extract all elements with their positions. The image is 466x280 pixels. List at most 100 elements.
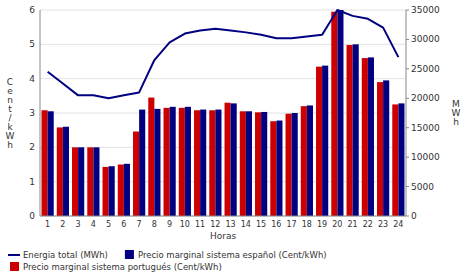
x-axis-label: Horas: [210, 231, 236, 241]
y2-tick-label: 35000: [411, 5, 440, 15]
bar: [292, 113, 298, 216]
bar: [209, 110, 215, 216]
bar: [331, 12, 337, 216]
chart: 0123456050001000015000200002500030000350…: [0, 0, 466, 280]
bar: [185, 107, 191, 216]
bar: [377, 82, 383, 216]
line: [48, 10, 399, 98]
bar: [276, 121, 282, 216]
bar: [307, 105, 313, 216]
y-tick-label: 6: [29, 5, 35, 15]
x-tick-label: 19: [317, 220, 327, 229]
x-tick-label: 24: [393, 220, 403, 229]
legend-swatch: [125, 250, 134, 259]
x-tick-label: 12: [210, 220, 220, 229]
y2-axis-label: MWh: [452, 99, 461, 127]
bar: [179, 108, 185, 216]
grid-line: [40, 216, 406, 217]
y-tick-label: 5: [29, 39, 35, 49]
y2-axis: [406, 10, 407, 216]
bar: [322, 66, 328, 216]
x-tick-label: 13: [226, 220, 236, 229]
x-tick-label: 1: [45, 220, 50, 229]
x-tick-label: 22: [363, 220, 373, 229]
bar: [42, 110, 48, 216]
bar: [398, 103, 404, 216]
x-tick-label: 9: [167, 220, 172, 229]
bar: [353, 44, 359, 216]
bar: [48, 111, 54, 216]
bar: [225, 103, 231, 216]
bar: [316, 67, 322, 216]
grid-line: [40, 10, 406, 11]
bar: [246, 111, 252, 216]
x-axis: [40, 216, 406, 217]
x-tick-label: 10: [180, 220, 190, 229]
bar: [231, 103, 237, 216]
plot-area: [42, 10, 405, 216]
legend-swatch: [8, 254, 20, 256]
x-tick-label: 20: [332, 220, 342, 229]
bar: [103, 167, 109, 216]
legend: Energia total (MWh) Precio marginal siste…: [8, 250, 327, 272]
bar: [255, 112, 261, 216]
x-tick-label: 15: [256, 220, 266, 229]
bar: [362, 58, 368, 216]
x-tick-label: 3: [76, 220, 81, 229]
bar: [164, 108, 170, 216]
x-tick-label: 7: [137, 220, 142, 229]
bar: [240, 111, 246, 216]
y2-tick-label: 0: [411, 211, 417, 221]
bar: [124, 164, 130, 216]
legend-label: Energia total (MWh): [23, 250, 108, 260]
bar: [200, 110, 206, 216]
bar: [347, 45, 353, 216]
bar: [392, 104, 398, 216]
bar: [63, 127, 69, 216]
legend-swatch: [10, 262, 19, 271]
x-tick-label: 11: [195, 220, 205, 229]
bar: [57, 127, 63, 216]
y2-tick-label: 25000: [411, 64, 440, 74]
bar: [368, 57, 374, 216]
x-tick-label: 17: [287, 220, 297, 229]
bar: [133, 132, 139, 216]
x-tick-label: 6: [121, 220, 126, 229]
y-axis-label: Cent/kWh: [6, 77, 15, 150]
bar: [72, 147, 78, 216]
x-tick-label: 16: [271, 220, 281, 229]
bar: [261, 112, 267, 216]
bar: [215, 110, 221, 216]
bar: [118, 165, 124, 217]
bar: [78, 147, 84, 216]
x-tick-label: 8: [152, 220, 157, 229]
x-tick-label: 18: [302, 220, 312, 229]
legend-item: Precio marginal sistema español (Cent/kW…: [125, 250, 327, 260]
bar: [109, 166, 115, 216]
x-tick-label: 14: [241, 220, 251, 229]
bar: [337, 10, 343, 216]
bar: [170, 107, 176, 216]
legend-item: Energia total (MWh): [8, 250, 108, 260]
y-tick-label: 0: [29, 211, 35, 221]
y-axis: [40, 10, 41, 216]
legend-label: Precio marginal sistema portugués (Cent/…: [23, 262, 222, 272]
y-tick-label: 2: [29, 142, 35, 152]
bar: [139, 110, 145, 216]
bar: [93, 147, 99, 216]
bar: [286, 114, 292, 216]
bar: [87, 147, 93, 216]
y2-tick-label: 30000: [411, 34, 440, 44]
y2-tick-label: 5000: [411, 182, 434, 192]
x-tick-label: 2: [60, 220, 65, 229]
grid-line: [40, 44, 406, 45]
legend-item: Precio marginal sistema portugués (Cent/…: [10, 262, 222, 272]
bar: [194, 110, 200, 216]
y-tick-label: 4: [29, 74, 35, 84]
x-tick-label: 5: [106, 220, 111, 229]
bar: [148, 98, 154, 216]
x-tick-label: 21: [348, 220, 358, 229]
bar: [270, 121, 276, 216]
x-tick-label: 23: [378, 220, 388, 229]
x-tick-label: 4: [91, 220, 96, 229]
